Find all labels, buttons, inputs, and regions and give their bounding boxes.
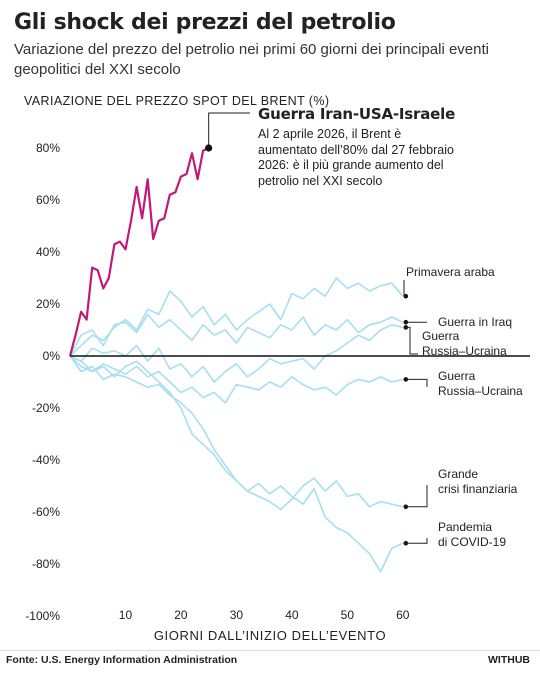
annotation-dot [205, 144, 213, 152]
series-label: Russia–Ucraina [438, 384, 523, 398]
x-tick-label: 30 [230, 608, 244, 622]
x-tick-label: 20 [174, 608, 188, 622]
y-tick-label: -60% [32, 505, 60, 519]
annotation-title: Guerra Iran-USA-Israele [258, 105, 456, 123]
series-label: Pandemia [438, 520, 492, 534]
y-axis-label: VARIAZIONE DEL PREZZO SPOT DEL BRENT (%) [24, 94, 329, 109]
y-tick-label: 0% [43, 349, 61, 363]
series-label: Primavera araba [406, 265, 495, 279]
x-tick-label: 40 [285, 608, 299, 622]
label-leader [405, 378, 428, 387]
series-label: Guerra in Iraq [438, 315, 512, 329]
series-label: Guerra [422, 329, 460, 343]
series-line [69, 324, 403, 383]
series-label: Russia–Ucraina [422, 344, 507, 358]
y-tick-label: -20% [32, 401, 60, 415]
y-tick-label: 40% [36, 245, 60, 259]
series-label: Guerra [438, 369, 476, 383]
series-label: crisi finanziaria [438, 482, 518, 496]
x-axis-label: GIORNI DALL’INIZIO DELL’EVENTO [153, 628, 387, 643]
series-line [69, 355, 403, 404]
series-line [69, 355, 404, 573]
y-tick-label: -100% [25, 609, 60, 623]
y-tick-label: 80% [36, 141, 60, 155]
annotation-leader [208, 112, 250, 148]
brand-logo: WITHUB [488, 654, 530, 666]
x-tick-label: 10 [119, 608, 133, 622]
source-note: Fonte: U.S. Energy Information Administr… [6, 654, 238, 666]
label-leader [403, 280, 406, 297]
x-tick-label: 60 [396, 608, 410, 622]
y-tick-label: -80% [32, 557, 60, 571]
label-leader [405, 326, 418, 355]
label-leader [405, 538, 428, 544]
y-axis-label-text: VARIAZIONE DEL PREZZO SPOT DEL BRENT (%) [24, 94, 330, 108]
footer-divider [0, 650, 540, 651]
y-tick-label: 20% [36, 297, 60, 311]
chart-subtitle: Variazione del prezzo del petrolio nei p… [14, 41, 489, 78]
series-line [69, 355, 403, 511]
series-label: di COVID-19 [438, 535, 506, 549]
series-line [69, 313, 404, 357]
label-leader [405, 485, 428, 508]
annotation-text: Al 2 aprile 2026, il Brent è aumentato d… [258, 127, 454, 188]
y-tick-label: 60% [36, 193, 60, 207]
x-tick-label: 50 [341, 608, 355, 622]
series-label: Grande [438, 467, 478, 481]
chart-title: Gli shock dei prezzi del petrolio [14, 10, 396, 35]
y-tick-label: -40% [32, 453, 60, 467]
series-line [69, 277, 404, 357]
series-line-highlight [68, 147, 210, 357]
